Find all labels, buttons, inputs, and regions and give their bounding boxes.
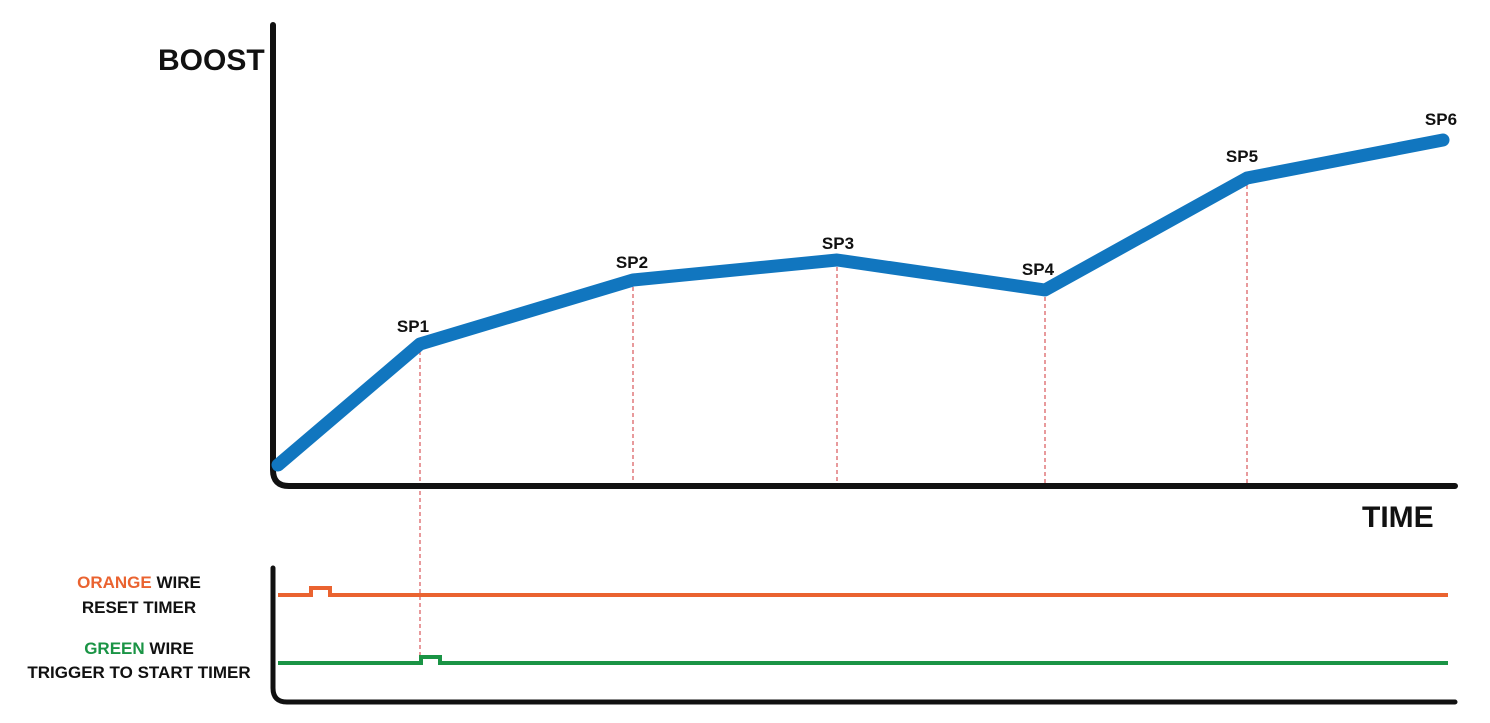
wire-label: GREEN WIRE	[84, 639, 194, 658]
green-wire-signal	[278, 655, 1448, 665]
guide-lines	[419, 178, 1248, 660]
set-point-label: SP3	[822, 234, 854, 253]
x-axis-label: TIME	[1362, 501, 1434, 534]
set-point-label: SP5	[1226, 147, 1258, 166]
y-axis-label: BOOST	[158, 44, 265, 77]
wire-function: TRIGGER TO START TIMER	[27, 663, 250, 682]
set-point-label: SP6	[1425, 110, 1457, 129]
set-point-label: SP4	[1022, 260, 1055, 279]
wire-word: WIRE	[149, 639, 193, 658]
wire-label: ORANGE WIRE	[77, 573, 201, 592]
set-point-label: SP2	[616, 253, 648, 272]
orange-wire-signal	[278, 586, 1448, 597]
wire-color-word: ORANGE	[77, 573, 152, 592]
main-axes	[270, 22, 1458, 489]
wire-word: WIRE	[156, 573, 200, 592]
set-point-label: SP1	[397, 317, 429, 336]
wire-axes	[270, 565, 1458, 705]
wire-function: RESET TIMER	[82, 598, 196, 617]
boost-curve	[271, 133, 1450, 472]
wire-color-word: GREEN	[84, 639, 144, 658]
